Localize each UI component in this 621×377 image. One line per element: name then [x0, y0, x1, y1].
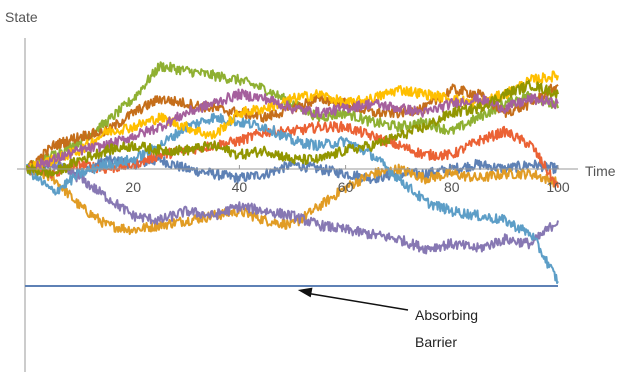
annotation-line-2: Barrier [415, 334, 457, 350]
annotation-arrow-head [297, 287, 313, 298]
series-line-2 [26, 163, 559, 236]
series-line-8 [26, 70, 559, 173]
ticks-group: 20 40 60 80 100 [125, 165, 570, 195]
x-tick-label-20: 20 [125, 179, 141, 195]
x-tick-label-40: 40 [232, 179, 248, 195]
axes-group [17, 38, 578, 372]
series-line-7 [26, 112, 559, 285]
x-tick-label-60: 60 [338, 179, 354, 195]
y-axis-label: State [5, 9, 38, 25]
annotation-arrow-shaft [305, 292, 409, 311]
annotation-line-1: Absorbing [415, 307, 478, 323]
series-line-9 [26, 88, 559, 172]
barrier-annotation: Absorbing Barrier [297, 287, 478, 350]
series-line-5 [26, 158, 559, 255]
series-group [26, 61, 559, 285]
x-tick-label-100: 100 [546, 179, 570, 195]
x-tick-label-80: 80 [444, 179, 460, 195]
x-axis-label: Time [585, 163, 616, 179]
series-line-4 [26, 120, 559, 188]
series-line-10 [26, 79, 559, 179]
